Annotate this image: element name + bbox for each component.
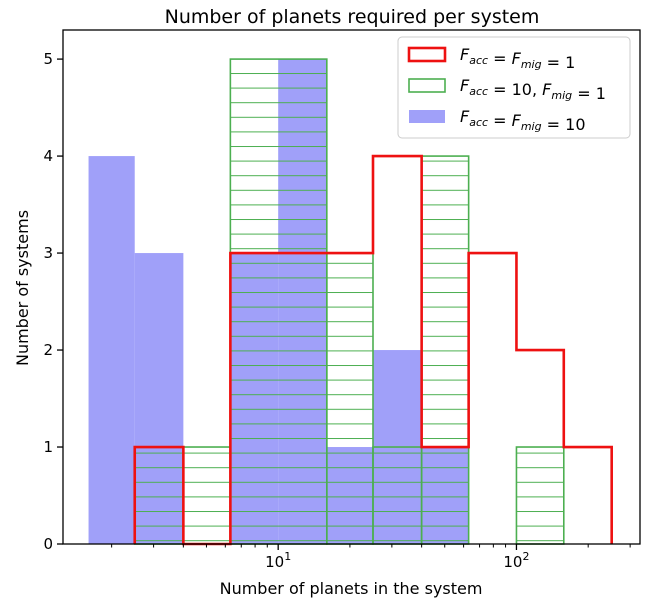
hatched-bar	[326, 252, 374, 545]
y-tick-label: 3	[43, 244, 53, 262]
y-axis-ticks: 0 1 2 3 4 5	[43, 50, 63, 553]
x-axis-label: Number of planets in the system	[220, 579, 483, 598]
y-tick-label: 1	[43, 438, 53, 456]
legend-var: F	[512, 111, 522, 130]
hatched-bar	[229, 58, 328, 545]
y-tick-label: 4	[43, 147, 53, 165]
legend-label: Facc = Fmig = 1	[460, 45, 575, 72]
plot-frame	[62, 29, 641, 545]
chart-title: Number of planets required per system	[165, 6, 540, 28]
legend-subscript: acc	[469, 85, 488, 98]
y-tick-label: 5	[43, 50, 53, 68]
x-axis-ticks: 101 102	[111, 544, 631, 571]
hatched-bar	[182, 446, 232, 545]
legend-subscript: mig	[521, 120, 542, 133]
filled-bar	[88, 156, 135, 544]
legend-swatch-step	[407, 46, 447, 63]
hatched-bar	[372, 446, 423, 545]
y-tick-label: 0	[43, 535, 53, 553]
x-tick-exponent: 2	[522, 550, 529, 563]
legend-var: F	[512, 49, 522, 68]
legend-subscript: mig	[521, 58, 542, 71]
legend-text-part: =	[488, 49, 512, 68]
legend-var: F	[460, 107, 470, 126]
legend-subscript: mig	[551, 89, 572, 102]
legend-text-part: = 1	[542, 53, 576, 72]
step-outline	[133, 154, 613, 546]
step-series-bars	[133, 154, 613, 546]
legend-swatch-hatched	[408, 78, 446, 93]
x-tick-exponent: 1	[284, 550, 291, 563]
x-tick-label: 101	[265, 550, 291, 571]
legend-label: Facc = Fmig = 10	[460, 107, 586, 134]
legend-swatch-filled	[409, 110, 445, 123]
legend-label: Facc = 10, Fmig = 1	[460, 76, 606, 103]
y-axis-label: Number of systems	[13, 210, 32, 366]
legend-subscript: acc	[469, 54, 488, 67]
y-tick-label: 2	[43, 341, 53, 359]
hatched-bar	[133, 446, 185, 545]
legend-var: F	[460, 45, 470, 64]
legend-text-part: = 10,	[488, 80, 542, 99]
hatched-bar	[515, 446, 565, 545]
legend-text-part: = 1	[572, 84, 606, 103]
legend-var: F	[542, 80, 552, 99]
x-tick-label: 102	[503, 550, 529, 571]
legend-text-part: = 10	[542, 115, 586, 134]
hatched-bar	[420, 155, 470, 545]
legend-var: F	[460, 76, 470, 95]
legend-box	[397, 36, 631, 139]
legend-subscript: acc	[469, 116, 488, 129]
legend-text-part: =	[488, 111, 512, 130]
